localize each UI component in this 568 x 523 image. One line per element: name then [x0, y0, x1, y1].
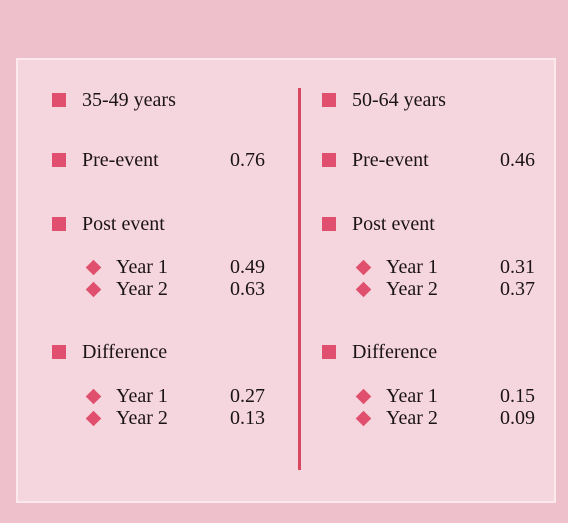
- bullet-square: [52, 153, 66, 167]
- row-label: Difference: [352, 341, 438, 363]
- row-label: Year 1: [116, 256, 168, 278]
- row-label: Year 1: [386, 256, 438, 278]
- row-value: 0.27: [230, 385, 265, 407]
- row-label: Year 1: [116, 385, 168, 407]
- row-label: Difference: [82, 341, 168, 363]
- bullet-square: [322, 345, 336, 359]
- bullet-square: [52, 93, 66, 107]
- row-value: 0.63: [230, 278, 265, 300]
- row-value: 0.46: [500, 149, 535, 171]
- bullet-square: [52, 345, 66, 359]
- row-label: 50-64 years: [352, 89, 446, 111]
- row-value: 0.09: [500, 407, 535, 429]
- row-label: Year 2: [116, 278, 168, 300]
- row-label: Post event: [82, 213, 165, 235]
- row-value: 0.15: [500, 385, 535, 407]
- row-label: Year 2: [116, 407, 168, 429]
- bullet-square: [52, 217, 66, 231]
- row-label: Pre-event: [82, 149, 159, 171]
- row-label: Year 1: [386, 385, 438, 407]
- row-value: 0.37: [500, 278, 535, 300]
- row-label: Post event: [352, 213, 435, 235]
- row-value: 0.76: [230, 149, 265, 171]
- divider: [298, 88, 301, 470]
- row-label: Pre-event: [352, 149, 429, 171]
- row-value: 0.13: [230, 407, 265, 429]
- row-label: Year 2: [386, 278, 438, 300]
- bullet-square: [322, 217, 336, 231]
- row-label: Year 2: [386, 407, 438, 429]
- row-value: 0.31: [500, 256, 535, 278]
- bullet-square: [322, 93, 336, 107]
- row-label: 35-49 years: [82, 89, 176, 111]
- row-value: 0.49: [230, 256, 265, 278]
- panel: [16, 58, 556, 503]
- bullet-square: [322, 153, 336, 167]
